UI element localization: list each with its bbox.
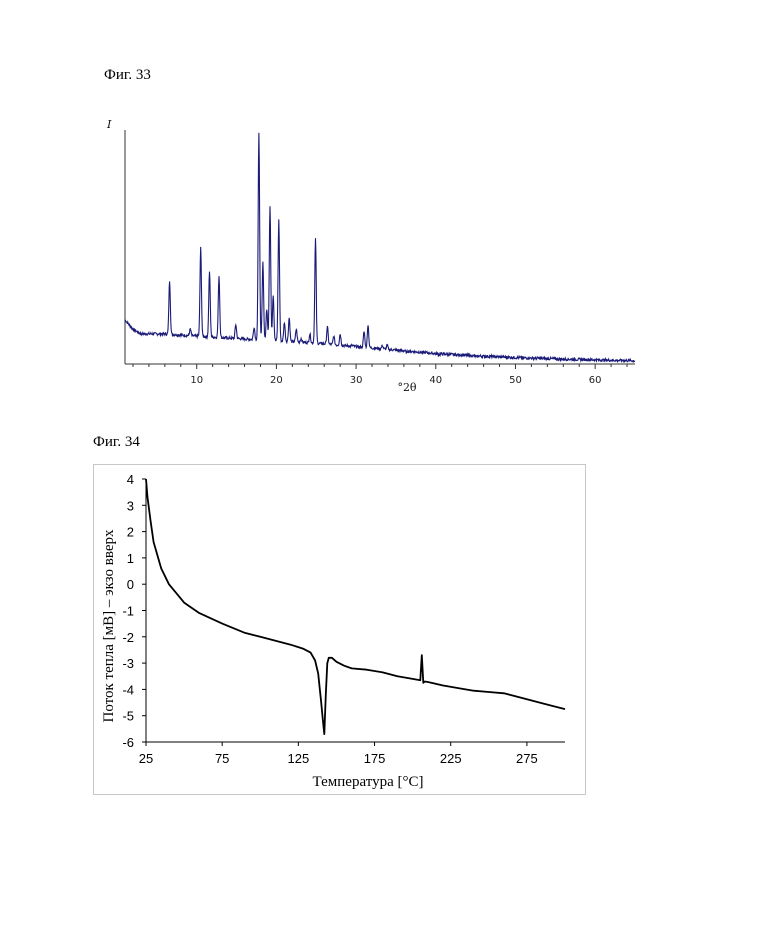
dsc-y-tick-label: -6 xyxy=(122,735,134,750)
dsc-x-axis-label: Температура [°С] xyxy=(313,774,424,790)
dsc-y-axis-label: Поток тепла [мВ] – экзо вверх xyxy=(101,529,117,723)
dsc-x-tick-label: 75 xyxy=(215,751,229,766)
xrd-y-axis-label: I xyxy=(106,118,112,131)
dsc-y-tick-label: -3 xyxy=(122,656,134,671)
dsc-y-tick-label: 1 xyxy=(127,551,134,566)
xrd-x-tick-label: 20 xyxy=(270,375,283,386)
xrd-x-tick-label: 40 xyxy=(429,375,442,386)
dsc-series-line xyxy=(146,479,565,734)
dsc-y-tick-label: -4 xyxy=(122,682,134,697)
dsc-x-tick-label: 25 xyxy=(139,751,153,766)
dsc-x-tick-label: 125 xyxy=(288,751,310,766)
dsc-x-tick-label: 275 xyxy=(516,751,538,766)
xrd-x-tick-label: 10 xyxy=(190,375,203,386)
dsc-y-tick-label: 0 xyxy=(127,577,134,592)
xrd-x-tick-label: 30 xyxy=(350,375,363,386)
xrd-x-tick-label: 50 xyxy=(509,375,522,386)
dsc-y-tick-label: 2 xyxy=(127,525,134,540)
dsc-y-tick-label: -2 xyxy=(122,630,134,645)
xrd-series-line xyxy=(125,133,635,362)
xrd-x-axis-label: °2θ xyxy=(397,381,416,394)
dsc-x-tick-label: 225 xyxy=(440,751,462,766)
dsc-y-tick-label: 3 xyxy=(127,498,134,513)
dsc-y-tick-label: -1 xyxy=(122,604,134,619)
dsc-y-tick-label: -5 xyxy=(122,709,134,724)
xrd-x-tick-label: 60 xyxy=(589,375,602,386)
xrd-chart: 102030405060I°2θ43210-1-2-3-4-5-62575125… xyxy=(0,0,780,937)
dsc-x-tick-label: 175 xyxy=(364,751,386,766)
dsc-y-tick-label: 4 xyxy=(127,472,134,487)
